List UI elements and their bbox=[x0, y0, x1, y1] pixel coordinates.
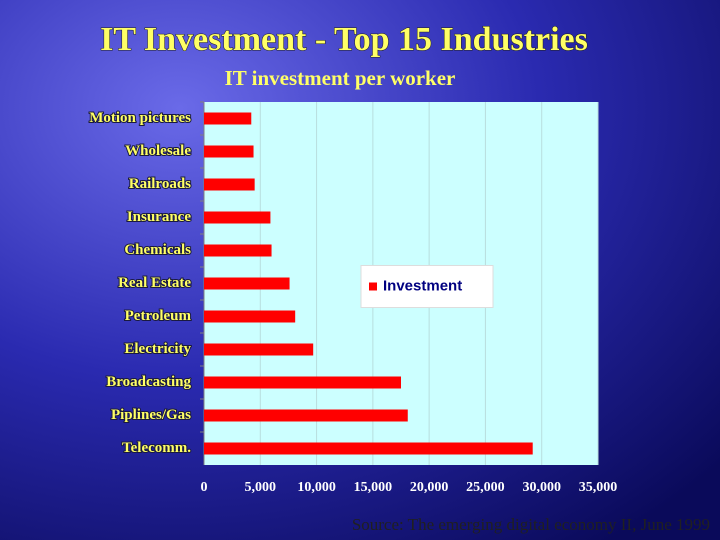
bar bbox=[204, 112, 252, 125]
bar bbox=[204, 376, 401, 389]
y-tick-label: Motion pictures bbox=[89, 110, 191, 126]
x-tick-label: 25,000 bbox=[466, 480, 505, 495]
y-tick-label: Petroleum bbox=[125, 308, 192, 324]
y-tick-label: Chemicals bbox=[124, 242, 191, 258]
legend-box bbox=[360, 265, 494, 308]
y-tick-label: Railroads bbox=[129, 176, 191, 192]
bar bbox=[204, 277, 290, 290]
source-note: Source: The emerging digital economy II,… bbox=[352, 515, 710, 534]
legend-swatch bbox=[369, 282, 377, 291]
y-tick-label: Electricity bbox=[124, 341, 191, 357]
bar bbox=[204, 244, 272, 257]
y-tick-label: Insurance bbox=[127, 209, 192, 225]
y-tick-label: Piplines/Gas bbox=[111, 407, 191, 423]
bar bbox=[204, 442, 533, 455]
x-tick-label: 30,000 bbox=[522, 480, 561, 495]
bar bbox=[204, 145, 254, 158]
x-tick-label: 0 bbox=[201, 480, 208, 495]
bar bbox=[204, 343, 314, 356]
bar bbox=[204, 178, 255, 191]
x-tick-label: 20,000 bbox=[410, 480, 449, 495]
y-tick-label: Wholesale bbox=[125, 143, 191, 159]
x-tick-label: 5,000 bbox=[245, 480, 277, 495]
bar bbox=[204, 310, 296, 323]
x-tick-label: 15,000 bbox=[354, 480, 393, 495]
bar bbox=[204, 409, 408, 422]
y-tick-label: Real Estate bbox=[118, 275, 191, 291]
x-tick-label: 10,000 bbox=[297, 480, 336, 495]
chart-title: IT Investment - Top 15 Industries bbox=[100, 21, 588, 58]
chart-subtitle: IT investment per worker bbox=[225, 66, 456, 90]
bar bbox=[204, 211, 271, 224]
y-tick-label: Telecomm. bbox=[122, 440, 191, 456]
x-tick-label: 35,000 bbox=[579, 480, 618, 495]
legend-label: Investment bbox=[383, 277, 462, 294]
y-tick-label: Broadcasting bbox=[106, 374, 191, 390]
